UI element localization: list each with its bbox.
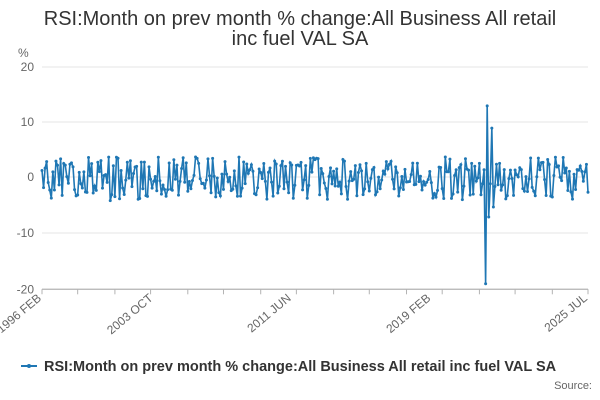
- svg-text:20: 20: [21, 60, 35, 74]
- svg-text:2025 JUL: 2025 JUL: [542, 291, 591, 335]
- svg-text:0: 0: [27, 170, 34, 184]
- svg-text:2011 JUN: 2011 JUN: [244, 291, 293, 335]
- svg-text:10: 10: [21, 115, 35, 129]
- svg-text:-10: -10: [17, 226, 35, 240]
- svg-text:1996 FEB: 1996 FEB: [0, 291, 44, 336]
- svg-text:2019 FEB: 2019 FEB: [383, 291, 433, 336]
- svg-text:2003 OCT: 2003 OCT: [104, 290, 156, 337]
